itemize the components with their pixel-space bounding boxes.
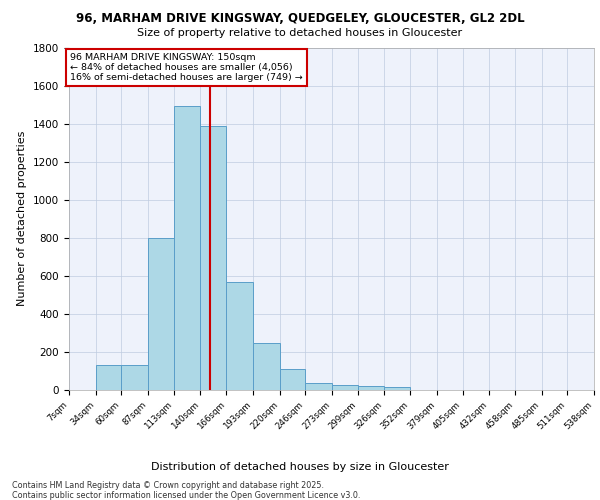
Text: Distribution of detached houses by size in Gloucester: Distribution of detached houses by size …	[151, 462, 449, 472]
Bar	[226, 282, 253, 390]
Bar	[332, 385, 358, 390]
Bar	[253, 344, 280, 390]
Text: Contains public sector information licensed under the Open Government Licence v3: Contains public sector information licen…	[12, 491, 361, 500]
Bar	[174, 106, 200, 390]
Text: 96 MARHAM DRIVE KINGSWAY: 150sqm
← 84% of detached houses are smaller (4,056)
16: 96 MARHAM DRIVE KINGSWAY: 150sqm ← 84% o…	[70, 52, 303, 82]
Text: 96, MARHAM DRIVE KINGSWAY, QUEDGELEY, GLOUCESTER, GL2 2DL: 96, MARHAM DRIVE KINGSWAY, QUEDGELEY, GL…	[76, 12, 524, 26]
Bar	[121, 366, 148, 390]
Text: Size of property relative to detached houses in Gloucester: Size of property relative to detached ho…	[137, 28, 463, 38]
Bar	[200, 126, 226, 390]
Bar	[305, 384, 332, 390]
Bar	[280, 369, 305, 390]
Bar	[385, 387, 410, 390]
Bar	[95, 366, 121, 390]
Text: Contains HM Land Registry data © Crown copyright and database right 2025.: Contains HM Land Registry data © Crown c…	[12, 481, 324, 490]
Bar	[358, 386, 385, 390]
Bar	[148, 238, 174, 390]
Y-axis label: Number of detached properties: Number of detached properties	[17, 131, 28, 306]
